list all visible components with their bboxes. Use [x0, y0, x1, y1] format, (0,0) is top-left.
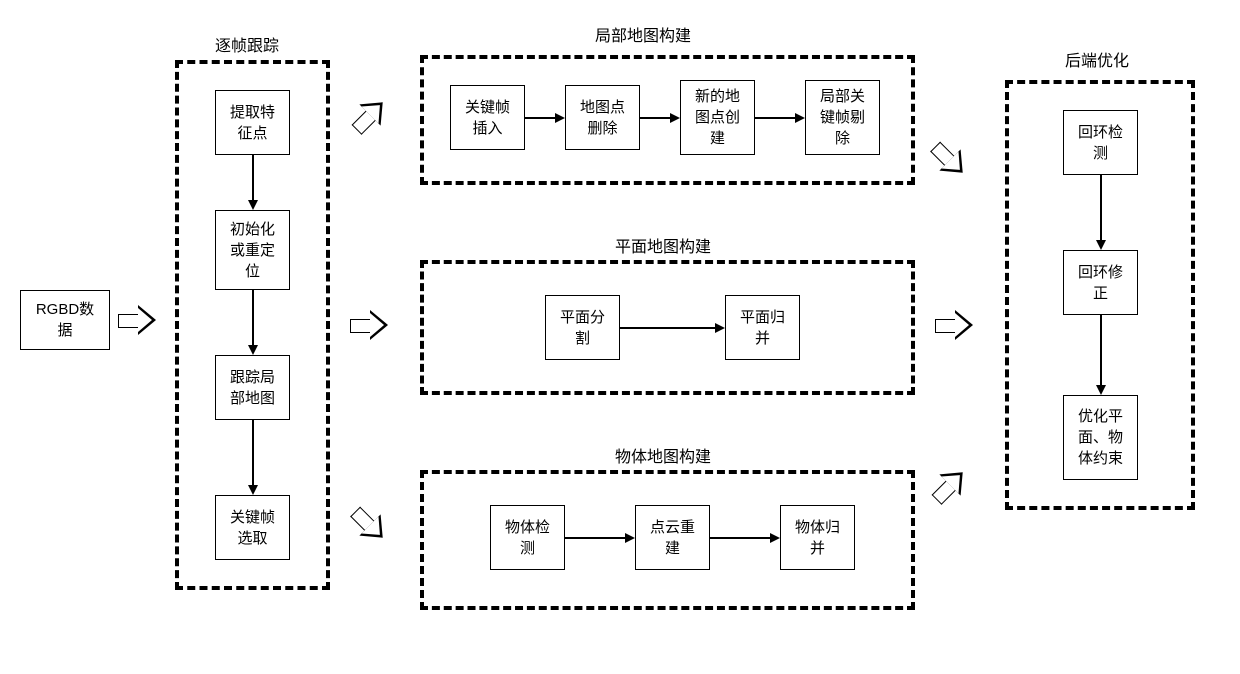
- line-t01: [252, 155, 254, 200]
- arrowhead-b12: [1096, 385, 1106, 395]
- arrowhead-o01: [625, 533, 635, 543]
- arrowhead-t23: [248, 485, 258, 495]
- local-step-2: 新的地 图点创 建: [680, 80, 755, 155]
- tracking-step-2: 跟踪局 部地图: [215, 355, 290, 420]
- arrow-input-tracking: [118, 305, 158, 335]
- arrow-object-backend: [922, 457, 979, 514]
- line-o01: [565, 537, 625, 539]
- tracking-step-3: 关键帧 选取: [215, 495, 290, 560]
- line-l23: [755, 117, 795, 119]
- line-b01: [1100, 175, 1102, 240]
- line-o12: [710, 537, 770, 539]
- arrow-tracking-local: [342, 87, 399, 144]
- arrowhead-t01: [248, 200, 258, 210]
- plane-step-0: 平面分 割: [545, 295, 620, 360]
- local-map-title: 局部地图构建: [595, 22, 691, 46]
- line-t23: [252, 420, 254, 485]
- arrow-tracking-object: [342, 497, 399, 554]
- input-box: RGBD数 据: [20, 290, 110, 350]
- line-l01: [525, 117, 555, 119]
- arrowhead-l12: [670, 113, 680, 123]
- local-step-1: 地图点 删除: [565, 85, 640, 150]
- local-step-3: 局部关 键帧剔 除: [805, 80, 880, 155]
- arrowhead-l23: [795, 113, 805, 123]
- arrowhead-b01: [1096, 240, 1106, 250]
- object-step-0: 物体检 测: [490, 505, 565, 570]
- local-step-0: 关键帧 插入: [450, 85, 525, 150]
- line-b12: [1100, 315, 1102, 385]
- arrowhead-t12: [248, 345, 258, 355]
- tracking-step-0: 提取特 征点: [215, 90, 290, 155]
- line-t12: [252, 290, 254, 345]
- backend-step-2: 优化平 面、物 体约束: [1063, 395, 1138, 480]
- line-l12: [640, 117, 670, 119]
- arrow-local-backend: [922, 132, 979, 189]
- plane-step-1: 平面归 并: [725, 295, 800, 360]
- line-p01: [620, 327, 715, 329]
- arrow-tracking-plane: [350, 310, 390, 340]
- arrow-plane-backend: [935, 310, 975, 340]
- object-map-title: 物体地图构建: [615, 443, 711, 467]
- arrowhead-l01: [555, 113, 565, 123]
- arrowhead-o12: [770, 533, 780, 543]
- backend-title: 后端优化: [1065, 47, 1129, 71]
- plane-map-title: 平面地图构建: [615, 233, 711, 257]
- backend-step-1: 回环修 正: [1063, 250, 1138, 315]
- arrowhead-p01: [715, 323, 725, 333]
- tracking-title: 逐帧跟踪: [215, 32, 279, 56]
- object-step-1: 点云重 建: [635, 505, 710, 570]
- tracking-step-1: 初始化 或重定 位: [215, 210, 290, 290]
- object-step-2: 物体归 并: [780, 505, 855, 570]
- backend-step-0: 回环检 测: [1063, 110, 1138, 175]
